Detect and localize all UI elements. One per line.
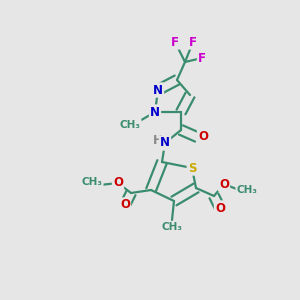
Text: O: O: [113, 176, 123, 190]
Text: O: O: [219, 178, 229, 190]
Text: CH₃: CH₃: [236, 185, 257, 195]
Text: O: O: [120, 199, 130, 212]
Text: F: F: [171, 35, 179, 49]
Text: H: H: [153, 134, 163, 148]
Text: CH₃: CH₃: [82, 177, 103, 187]
Text: S: S: [188, 161, 196, 175]
Text: N: N: [160, 136, 170, 149]
Text: O: O: [215, 202, 225, 214]
Text: N: N: [153, 83, 163, 97]
Text: F: F: [189, 35, 197, 49]
Text: F: F: [198, 52, 206, 64]
Text: N: N: [150, 106, 160, 118]
Text: CH₃: CH₃: [119, 120, 140, 130]
Text: O: O: [198, 130, 208, 143]
Text: CH₃: CH₃: [161, 222, 182, 232]
